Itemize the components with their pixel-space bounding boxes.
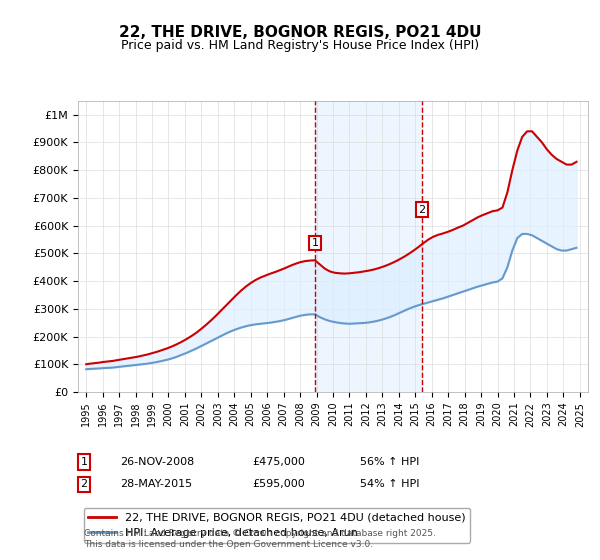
Text: 28-MAY-2015: 28-MAY-2015	[120, 479, 192, 489]
Text: 1: 1	[311, 238, 319, 248]
Text: £595,000: £595,000	[252, 479, 305, 489]
Text: 22, THE DRIVE, BOGNOR REGIS, PO21 4DU: 22, THE DRIVE, BOGNOR REGIS, PO21 4DU	[119, 25, 481, 40]
Text: Price paid vs. HM Land Registry's House Price Index (HPI): Price paid vs. HM Land Registry's House …	[121, 39, 479, 52]
Text: Contains HM Land Registry data © Crown copyright and database right 2025.
This d: Contains HM Land Registry data © Crown c…	[84, 529, 436, 549]
Text: 1: 1	[80, 457, 88, 467]
Legend: 22, THE DRIVE, BOGNOR REGIS, PO21 4DU (detached house), HPI: Average price, deta: 22, THE DRIVE, BOGNOR REGIS, PO21 4DU (d…	[83, 508, 470, 543]
Text: 54% ↑ HPI: 54% ↑ HPI	[360, 479, 419, 489]
Text: 26-NOV-2008: 26-NOV-2008	[120, 457, 194, 467]
Text: 2: 2	[80, 479, 88, 489]
Text: 2: 2	[418, 204, 425, 214]
Text: 56% ↑ HPI: 56% ↑ HPI	[360, 457, 419, 467]
Bar	[315, 101, 422, 392]
Text: £475,000: £475,000	[252, 457, 305, 467]
